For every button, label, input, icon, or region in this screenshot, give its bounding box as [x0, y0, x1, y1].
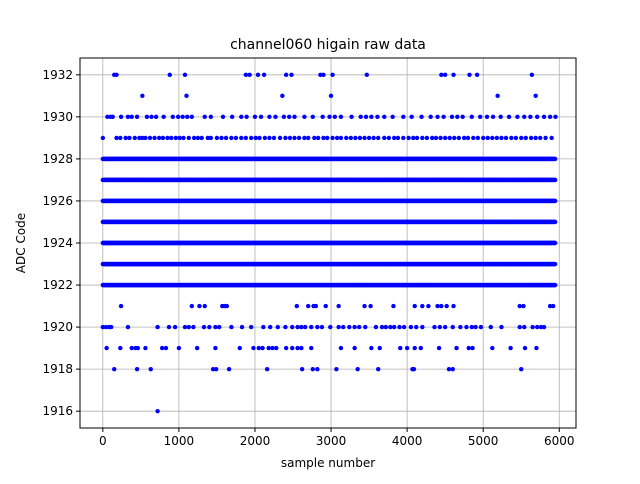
- data-point: [553, 262, 557, 266]
- data-point: [553, 199, 557, 203]
- data-point: [553, 241, 557, 245]
- data-point: [553, 220, 557, 224]
- data-point: [553, 283, 557, 287]
